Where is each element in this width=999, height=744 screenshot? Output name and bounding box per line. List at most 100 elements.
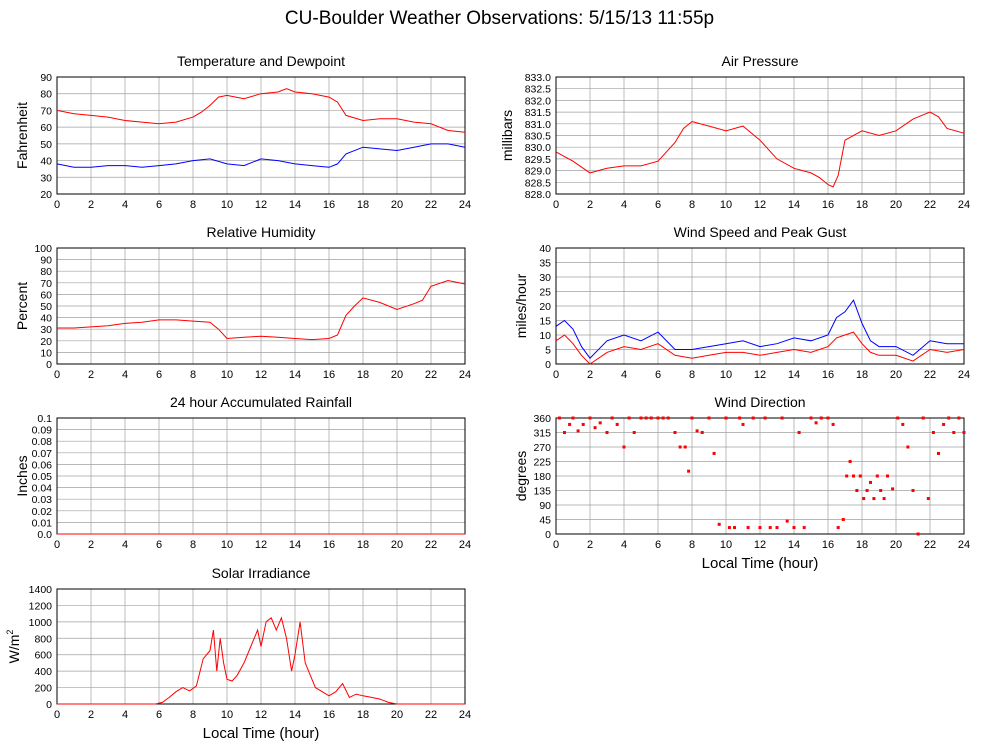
data-point [906,445,910,449]
data-point [952,431,956,434]
y-tick-label: 45 [539,515,551,527]
y-tick-label: 0 [46,699,52,711]
y-tick-label: 0.06 [32,459,53,471]
data-point [768,526,772,530]
x-tick-label: 6 [156,369,162,381]
y-axis-label: Inches [14,455,30,496]
y-tick-label: 0 [545,359,551,371]
data-point [568,422,572,426]
data-point [588,416,592,420]
x-tick-label: 10 [720,199,732,211]
x-tick-label: 18 [357,199,369,211]
data-point [557,416,561,420]
y-tick-label: 829.0 [525,166,551,178]
data-point [926,497,930,501]
y-tick-label: 80 [40,89,52,101]
data-point [869,480,872,484]
x-tick-label: 8 [190,539,196,551]
y-axis-label: Percent [14,282,30,330]
data-point [733,526,736,530]
y-tick-label: 600 [34,650,52,662]
y-tick-label: 0.04 [32,483,53,495]
x-tick-label: 8 [689,539,695,551]
x-tick-label: 12 [754,369,766,381]
data-point [855,489,859,492]
data-point [571,416,575,420]
data-point [707,416,711,420]
x-tick-label: 4 [122,369,128,381]
data-point [615,422,619,426]
plot-frame [56,247,466,365]
x-tick-label: 20 [890,369,902,381]
data-point [836,526,840,530]
y-tick-label: 40 [40,313,52,325]
data-point [678,445,682,449]
data-point [695,429,699,433]
x-tick-label: 16 [822,199,834,211]
x-tick-label: 14 [289,709,301,721]
y-tick-label: 832.0 [525,95,551,107]
y-axis-label-text: Percent [14,282,30,330]
x-tick-label: 2 [587,539,593,551]
y-tick-label: 830.5 [525,131,551,143]
y-tick-label: 20 [40,336,52,348]
x-tick-label: 6 [156,709,162,721]
y-axis-label: miles/hour [513,273,529,338]
data-point [690,416,694,420]
y-tick-label: 90 [40,72,52,84]
y-tick-label: 0.05 [32,471,53,483]
x-tick-label: 24 [459,709,471,721]
y-tick-label: 828.5 [525,177,551,189]
y-tick-label: 90 [539,500,551,512]
x-tick-label: 0 [553,199,559,211]
x-tick-label: 14 [788,199,800,211]
x-tick-label: 12 [255,539,267,551]
y-tick-label: 90 [40,255,52,267]
x-tick-label: 8 [190,199,196,211]
data-point [656,416,660,420]
data-point [901,422,905,426]
data-point [666,416,670,420]
x-tick-label: 18 [357,709,369,721]
y-axis-label-text: millibars [499,110,515,161]
y-tick-label: 830.0 [525,142,551,154]
data-point [814,421,818,425]
data-point [809,416,813,420]
x-tick-label: 16 [822,369,834,381]
y-tick-label: 829.5 [525,154,551,166]
x-tick-label: 18 [856,199,868,211]
data-point [746,526,750,530]
y-tick-label: 400 [34,666,52,678]
x-tick-label: 22 [924,369,936,381]
x-tick-label: 2 [587,369,593,381]
data-point [763,416,767,420]
y-axis-label-text: W/m [6,635,22,664]
x-tick-label: 20 [890,199,902,211]
y-tick-label: 315 [533,428,551,440]
data-point [858,474,862,478]
y-axis-label: millibars [499,110,515,161]
x-tick-label: 18 [357,369,369,381]
data-point [797,431,801,434]
data-point [581,422,585,426]
data-point [931,431,935,434]
data-point [875,474,879,478]
y-tick-label: 831.5 [525,107,551,119]
x-tick-label: 20 [391,369,403,381]
data-point [700,431,704,434]
chart-title: Wind Direction [714,394,805,410]
data-point [738,416,742,420]
y-tick-label: 1400 [29,584,53,596]
x-tick-label: 8 [190,369,196,381]
y-tick-label: 360 [533,413,551,425]
data-point [610,416,614,420]
x-tick-label: 2 [88,709,94,721]
data-point [911,489,915,492]
plot-frame [555,76,965,195]
x-tick-label: 24 [459,369,471,381]
